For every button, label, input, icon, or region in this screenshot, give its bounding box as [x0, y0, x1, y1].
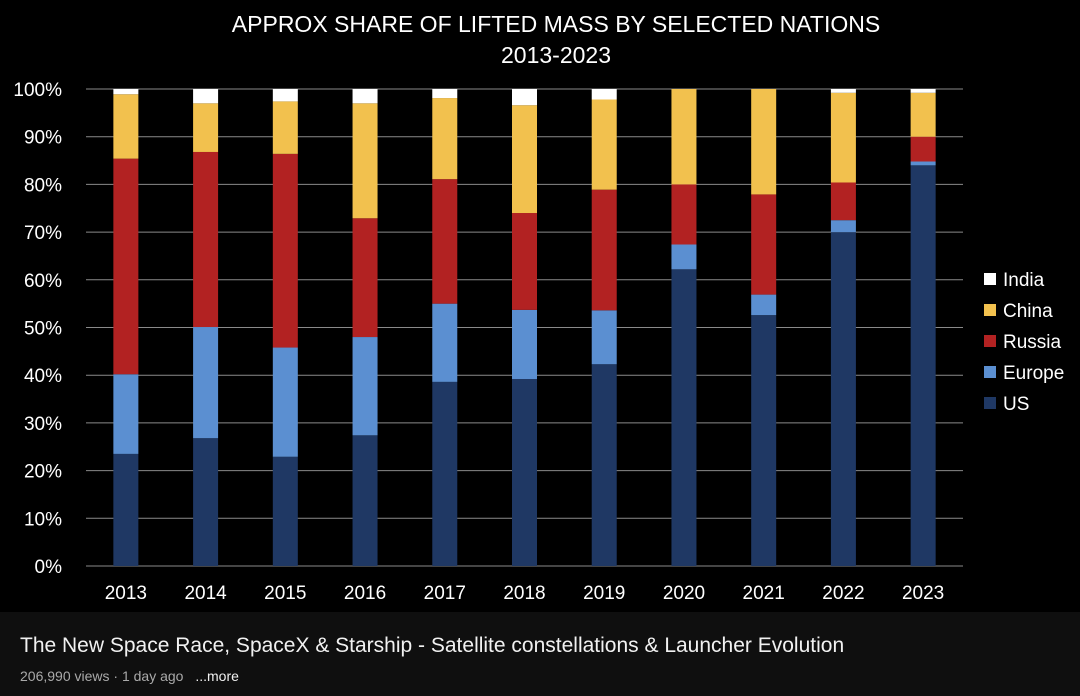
bar-segment-europe-2016 — [352, 337, 378, 436]
chart-subtitle: 2013-2023 — [501, 42, 611, 68]
x-tick-label: 2022 — [822, 583, 864, 604]
bar-segment-india-2018 — [512, 89, 537, 106]
x-tick-label: 2021 — [743, 583, 785, 604]
bar-segment-china-2019 — [591, 99, 617, 190]
bar-segment-europe-2015 — [272, 347, 298, 457]
bar-segment-russia-2018 — [512, 213, 537, 310]
x-tick-label: 2015 — [264, 583, 306, 604]
bar-segment-us-2018 — [512, 379, 537, 566]
bar-segment-china-2016 — [352, 103, 378, 219]
bar-segment-us-2013 — [113, 453, 139, 566]
legend-swatch-us — [984, 397, 996, 409]
bar-segment-russia-2014 — [193, 151, 219, 328]
bar-segment-china-2017 — [432, 98, 458, 180]
legend: India China Russia Europe US — [984, 270, 1064, 415]
stacked-bar-chart: APPROX SHARE OF LIFTED MASS BY SELECTED … — [0, 0, 1080, 612]
bar-segment-us-2021 — [751, 315, 777, 566]
bar-segment-us-2022 — [830, 232, 856, 566]
x-tick-label: 2019 — [583, 583, 625, 604]
legend-swatch-india — [984, 273, 996, 285]
more-button[interactable]: ...more — [195, 668, 239, 684]
bar-segment-europe-2017 — [432, 303, 458, 382]
legend-label-china: China — [1003, 301, 1053, 322]
legend-swatch-russia — [984, 335, 996, 347]
y-tick-label: 70% — [24, 223, 62, 244]
bar-segment-china-2020 — [671, 89, 697, 185]
bar-segment-india-2016 — [352, 89, 378, 104]
legend-label-india: India — [1003, 270, 1045, 291]
bar-segment-russia-2015 — [272, 153, 298, 348]
bar-segment-india-2013 — [113, 89, 139, 95]
bar-segment-russia-2021 — [751, 194, 777, 295]
bar-segment-us-2019 — [591, 364, 617, 566]
bar-segment-china-2021 — [751, 89, 777, 195]
bar-segment-russia-2017 — [432, 179, 458, 304]
chart-title: APPROX SHARE OF LIFTED MASS BY SELECTED … — [232, 11, 880, 37]
bar-segment-china-2013 — [113, 94, 139, 159]
bar-segment-russia-2016 — [352, 218, 378, 338]
legend-label-russia: Russia — [1003, 332, 1062, 353]
x-tick-label: 2017 — [424, 583, 466, 604]
bar-segment-europe-2013 — [113, 374, 139, 454]
bar-segment-us-2016 — [352, 435, 378, 566]
bar-segment-europe-2023 — [910, 161, 936, 166]
bar-segment-india-2023 — [910, 89, 936, 93]
x-tick-label: 2016 — [344, 583, 386, 604]
y-tick-label: 100% — [13, 80, 62, 101]
bar-segment-china-2023 — [910, 92, 936, 137]
video-stats: 206,990 views · 1 day ago — [20, 668, 184, 684]
bar-segment-india-2017 — [432, 89, 458, 99]
x-tick-label: 2020 — [663, 583, 705, 604]
bar-segment-russia-2022 — [830, 182, 856, 221]
legend-label-us: US — [1003, 394, 1029, 415]
bar-segment-india-2022 — [830, 89, 856, 93]
video-info-panel: The New Space Race, SpaceX & Starship - … — [0, 612, 1080, 696]
bar-segment-us-2020 — [671, 269, 697, 566]
bar-segment-russia-2013 — [113, 158, 139, 375]
y-tick-label: 40% — [24, 366, 62, 387]
y-tick-label: 0% — [35, 557, 63, 578]
y-tick-label: 90% — [24, 128, 62, 149]
x-axis-ticks: 2013 2014 2015 2016 2017 2018 2019 2020 2021 2022… — [105, 583, 945, 604]
x-tick-label: 2023 — [902, 583, 944, 604]
legend-label-europe: Europe — [1003, 363, 1064, 384]
bar-segment-russia-2020 — [671, 184, 697, 245]
bar-segment-europe-2019 — [591, 310, 617, 365]
y-tick-label: 20% — [24, 462, 62, 483]
y-tick-label: 30% — [24, 414, 62, 435]
bar-segment-us-2017 — [432, 381, 458, 566]
bar-segment-china-2018 — [512, 105, 537, 214]
y-tick-label: 50% — [24, 319, 62, 340]
legend-swatch-europe — [984, 366, 996, 378]
bar-segment-india-2014 — [193, 89, 219, 104]
bar-segment-europe-2022 — [830, 220, 856, 233]
bar-segment-us-2014 — [193, 438, 219, 566]
legend-swatch-china — [984, 304, 996, 316]
bar-segment-china-2014 — [193, 103, 219, 152]
y-tick-label: 10% — [24, 509, 62, 530]
x-tick-label: 2014 — [184, 583, 227, 604]
bar-segment-europe-2020 — [671, 244, 697, 270]
chart-background — [0, 0, 1080, 612]
x-tick-label: 2013 — [105, 583, 147, 604]
y-tick-label: 60% — [24, 271, 62, 292]
y-tick-label: 80% — [24, 175, 62, 196]
bar-segment-russia-2023 — [910, 136, 936, 162]
bars — [113, 89, 936, 566]
bar-segment-europe-2021 — [751, 294, 777, 316]
bar-segment-us-2015 — [272, 456, 298, 566]
bar-segment-russia-2019 — [591, 189, 617, 311]
bar-segment-us-2023 — [910, 165, 936, 566]
bar-segment-india-2019 — [591, 89, 617, 100]
bar-segment-europe-2018 — [512, 309, 537, 380]
x-tick-label: 2018 — [503, 583, 545, 604]
bar-segment-china-2015 — [272, 101, 298, 154]
video-title[interactable]: The New Space Race, SpaceX & Starship - … — [20, 634, 845, 657]
bar-segment-europe-2014 — [193, 327, 219, 439]
bar-segment-china-2022 — [830, 92, 856, 183]
y-axis-ticks: 0% 10% 20% 30% 40% 50% 60% 70% 80% 90% 100% — [13, 80, 62, 578]
video-meta: 206,990 views · 1 day ago ...more — [20, 668, 239, 684]
bar-segment-india-2015 — [272, 89, 298, 102]
